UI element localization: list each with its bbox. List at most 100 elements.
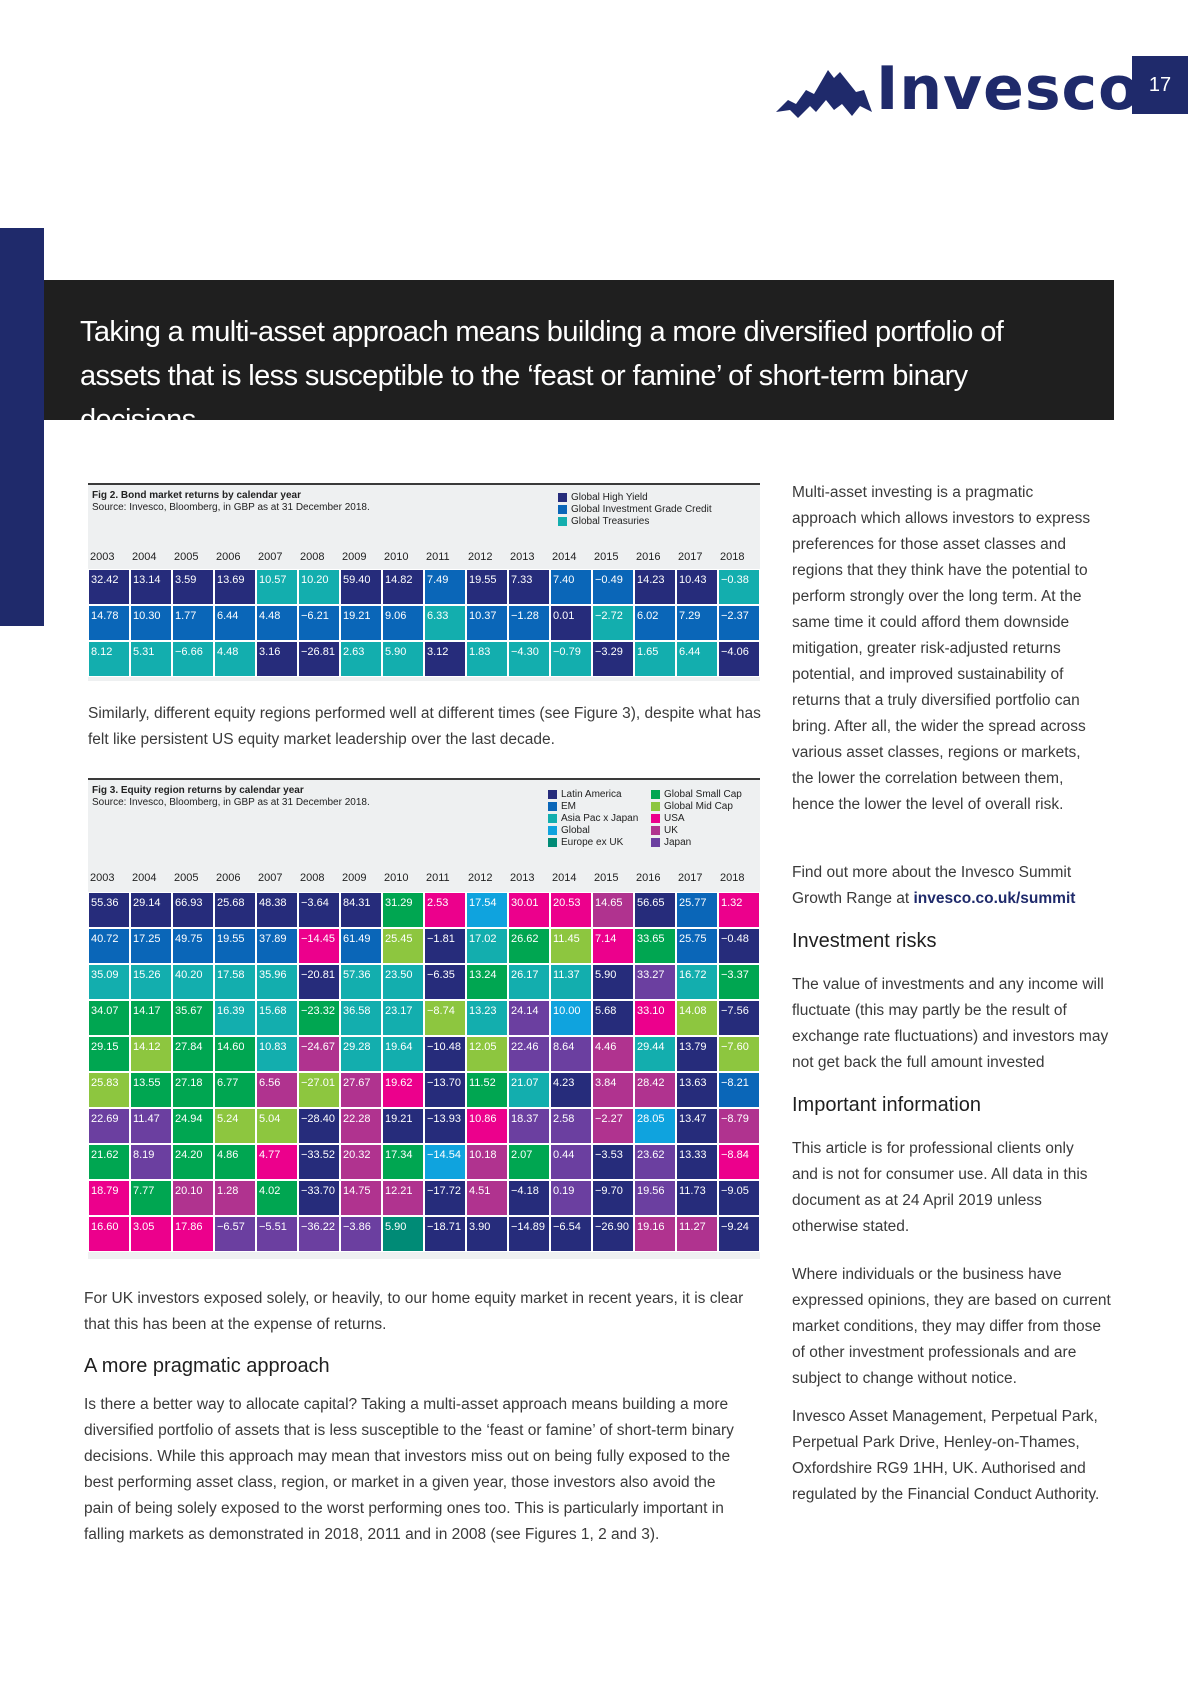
fig3-cell: −5.51 [256,1216,298,1252]
fig3-cell: 17.86 [172,1216,214,1252]
fig3-cell: 7.77 [130,1180,172,1216]
fig2-year-label: 2014 [552,551,577,563]
fig3-cell: 17.58 [214,964,256,1000]
legend-label: Global Small Cap [664,788,742,800]
fig2-legend-item: Global Treasuries [558,515,712,527]
fig3-cell: 17.54 [466,892,508,928]
fig2-cell: 8.12 [88,641,130,677]
legend-swatch [558,492,567,502]
fig3-cell: 15.26 [130,964,172,1000]
fig3-legend-left: Latin America EM Asia Pac x Japan Global Eur… [548,788,638,848]
fig3-years: 2003 2004 2005 2006 2007 2008 2009 2010 2011 2012… [88,872,760,884]
fig2-year-label: 2012 [468,551,493,563]
fig2-cell: 1.83 [466,641,508,677]
legend-swatch [558,504,567,514]
legend-label: Asia Pac x Japan [561,812,639,824]
fig3-cell: 24.14 [508,1000,550,1036]
fig2-cell: 14.78 [88,605,130,641]
fig3-cell: 23.50 [382,964,424,1000]
fig2-cell: 6.33 [424,605,466,641]
legend-label: USA [664,812,685,824]
fig3-cell: −3.64 [298,892,340,928]
fig3-legend-item: Global [548,824,638,836]
fig3-legend-item: Global Small Cap [651,788,742,800]
fig3-cell: 17.25 [130,928,172,964]
fig3-cell: 26.17 [508,964,550,1000]
fig2-cell: 9.06 [382,605,424,641]
legend-label: Europe ex UK [561,836,624,848]
fig3-cell: −6.54 [550,1216,592,1252]
fig3-cell: −8.79 [718,1108,760,1144]
fig3-cell: −26.90 [592,1216,634,1252]
fig2-cell: −26.81 [298,641,340,677]
fig3-cell: 25.45 [382,928,424,964]
fig2-cell: 3.16 [256,641,298,677]
left-accent-bar [0,228,44,626]
fig3-cell: 10.00 [550,1000,592,1036]
fig3-cell: 11.52 [466,1072,508,1108]
legend-swatch [548,825,557,835]
fig2-cell: 7.33 [508,569,550,605]
legend-label: UK [664,824,678,836]
fig3-cell: 13.79 [676,1036,718,1072]
fig3-legend-item: Global Mid Cap [651,800,742,812]
fig3-year-label: 2017 [678,872,703,884]
fig3-cell: 19.21 [382,1108,424,1144]
fig2-year-label: 2004 [132,551,157,563]
fig3-cell: −8.21 [718,1072,760,1108]
fig3-cell: 7.14 [592,928,634,964]
heading-pragmatic-approach: A more pragmatic approach [84,1355,330,1377]
fig3-cell: 24.20 [172,1144,214,1180]
fig3-cell: 27.67 [340,1072,382,1108]
fig3-cell: −28.40 [298,1108,340,1144]
fig3-cell: 20.10 [172,1180,214,1216]
fig2-cell: 14.82 [382,569,424,605]
fig3-year-label: 2003 [90,872,115,884]
fig2-year-label: 2003 [90,551,115,563]
fig3-year-label: 2009 [342,872,367,884]
fig3-cell: 20.32 [340,1144,382,1180]
fig3-cell: 25.83 [88,1072,130,1108]
legend-swatch [548,837,557,847]
important-info-text-1: This article is for professional clients… [792,1140,1088,1235]
fig3-cell: −4.18 [508,1180,550,1216]
fig3-cell: 1.28 [214,1180,256,1216]
fig2-year-label: 2016 [636,551,661,563]
fig3-cell: 25.77 [676,892,718,928]
fig3-legend-item: Asia Pac x Japan [548,812,638,824]
fig3-cell: 11.73 [676,1180,718,1216]
fig2-year-label: 2007 [258,551,283,563]
legend-label: Japan [664,836,692,848]
fig3-year-label: 2010 [384,872,409,884]
fig3-cell: 29.44 [634,1036,676,1072]
fig3-cell: 49.75 [172,928,214,964]
legend-swatch [558,516,567,526]
legend-swatch [651,837,660,847]
legend-swatch [548,813,557,823]
fig3-cell: −27.01 [298,1072,340,1108]
fig2-legend-item: Global High Yield [558,491,712,503]
fig3-legend-item: USA [651,812,742,824]
fig2-year-label: 2010 [384,551,409,563]
fig3-cell: 0.19 [550,1180,592,1216]
fig2-cell: −6.21 [298,605,340,641]
fig3-cell: −3.53 [592,1144,634,1180]
fig2-cell: 10.37 [466,605,508,641]
fig3-cell: 23.62 [634,1144,676,1180]
fig3-cell: 33.65 [634,928,676,964]
fig2-cell: 5.31 [130,641,172,677]
fig3-cell: −17.72 [424,1180,466,1216]
summit-link[interactable]: invesco.co.uk/summit [913,890,1076,907]
fig3-cell: 2.53 [424,892,466,928]
legend-label: EM [561,800,576,812]
fig3-title: Fig 3. Equity region returns by calendar… [92,785,304,796]
fig3-cell: −8.74 [424,1000,466,1036]
fig3-cell: 13.63 [676,1072,718,1108]
fig3-cell: −9.05 [718,1180,760,1216]
fig3-cell: 3.84 [592,1072,634,1108]
fig3-cell: 17.34 [382,1144,424,1180]
fig3-cell: 4.02 [256,1180,298,1216]
fig3-year-label: 2013 [510,872,535,884]
fig2-cell: −3.29 [592,641,634,677]
fig3-cell: 5.90 [382,1216,424,1252]
